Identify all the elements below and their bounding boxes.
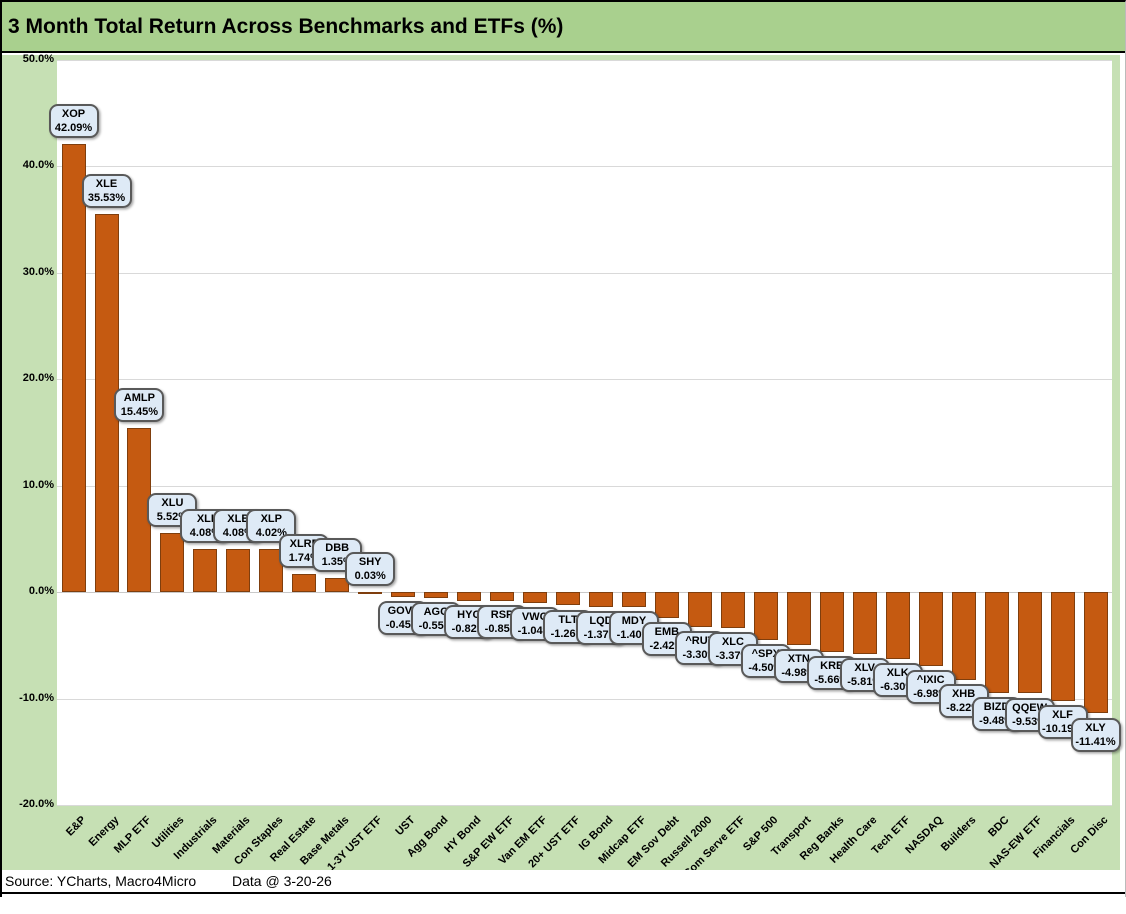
bar-callout-XLY: XLY -11.41%	[1070, 717, 1121, 752]
callout-value: 4.02%	[255, 527, 287, 540]
bar-XLK	[885, 592, 910, 660]
y-axis-tick: -20.0%	[19, 798, 54, 810]
bar-callout-AMLP: AMLP 15.45%	[114, 387, 165, 422]
callout-ticker: XLP	[260, 513, 282, 526]
y-axis-tick: 30.0%	[22, 265, 54, 278]
y-axis-tick: 20.0%	[22, 372, 54, 385]
callout-value: 15.45%	[120, 405, 159, 418]
callout-ticker: XLRE	[289, 537, 319, 550]
callout-value: 1.35%	[321, 555, 353, 568]
callout-ticker: XLB	[227, 512, 250, 525]
callout-ticker: BIZD	[983, 701, 1010, 713]
bar-XHB	[951, 592, 976, 680]
callout-ticker: KRE	[820, 660, 844, 673]
bar-XTN	[786, 592, 811, 646]
callout-ticker: EMB	[654, 625, 680, 638]
callout-ticker: XLK	[886, 667, 909, 680]
callout-ticker: AGG	[423, 606, 449, 618]
bar-^RUT	[687, 592, 712, 628]
bar-XLU	[160, 533, 185, 593]
bar-EMB	[654, 592, 679, 618]
callout-value: 1.74%	[288, 551, 320, 564]
callout-ticker: SHY	[358, 555, 382, 568]
bar-LQD	[589, 592, 613, 607]
bar-AGG	[424, 592, 449, 598]
chart-canvas: 50.0% 40.0% 30.0% 20.0% 10.0% 0.0% -10.0% -20.0…	[2, 53, 1125, 880]
bar-callout-SHY: SHY 0.03%	[345, 551, 396, 586]
y-axis-tick: 10.0%	[22, 478, 54, 491]
gridline	[57, 485, 1112, 487]
data-date-text: Data @ 3-20-26	[232, 873, 332, 889]
bar-KRE	[819, 592, 844, 653]
bar-HYG	[457, 592, 482, 601]
gridline	[57, 60, 1112, 61]
callout-value: 5.52%	[156, 511, 188, 524]
y-axis-tick: -10.0%	[19, 691, 54, 704]
callout-ticker: XLC	[721, 636, 744, 648]
callout-ticker: XLU	[161, 497, 184, 510]
callout-ticker: AMLP	[123, 391, 155, 404]
callout-ticker: XLI	[196, 512, 214, 525]
callout-ticker: XLV	[854, 662, 875, 674]
callout-ticker: XOP	[61, 108, 86, 121]
bar-QQEW	[1017, 592, 1042, 694]
bar-VWO	[523, 592, 547, 604]
bar-SHY	[358, 591, 383, 594]
bar-XOP	[61, 144, 86, 593]
gridline	[57, 805, 1112, 806]
gridline	[57, 166, 1112, 168]
bar-^SPX	[753, 592, 778, 640]
callout-ticker: XLY	[1085, 721, 1106, 734]
callout-ticker: HYG	[457, 608, 482, 621]
bar-XLRE	[292, 573, 317, 593]
y-axis-tick: 0.0%	[28, 585, 54, 598]
bar-BIZD	[984, 592, 1009, 693]
bar-callout-XLE: XLE 35.53%	[81, 174, 132, 208]
callout-ticker: XHB	[951, 687, 976, 700]
bar-XLY	[1083, 592, 1108, 714]
callout-ticker: MDY	[621, 615, 647, 627]
bar-GOVT	[391, 592, 416, 597]
bar-XLC	[720, 592, 745, 628]
gridline	[57, 698, 1112, 700]
callout-ticker: ^IXIC	[916, 674, 945, 687]
right-gutter	[1120, 55, 1125, 870]
callout-ticker: XTN	[787, 653, 810, 666]
callout-value: 0.03%	[354, 569, 386, 582]
callout-value: -11.41%	[1075, 735, 1116, 748]
callout-ticker: LQD	[589, 614, 613, 627]
gridline	[57, 592, 1112, 594]
source-note: Source: YCharts, Macro4Micro Data @ 3-20…	[2, 870, 1125, 894]
callout-ticker: RSP	[490, 609, 514, 622]
callout-value: 42.09%	[54, 122, 93, 135]
bar-DBB	[325, 577, 350, 593]
bar-XLI	[193, 548, 218, 593]
bar-^IXIC	[918, 592, 943, 667]
callout-ticker: ^RUT	[685, 635, 715, 648]
bar-XLV	[852, 592, 877, 654]
callout-value: 4.08%	[222, 526, 254, 539]
bar-XLF	[1050, 592, 1075, 701]
callout-ticker: ^SPX	[751, 648, 781, 660]
callout-ticker: GOVT	[387, 604, 419, 617]
bar-callout-XOP: XOP 42.09%	[48, 104, 99, 139]
callout-value: 4.08%	[189, 526, 221, 539]
source-text: Source: YCharts, Macro4Micro	[5, 873, 197, 889]
gridline	[57, 272, 1112, 274]
callout-value: 35.53%	[87, 192, 126, 204]
bar-TLT	[556, 592, 580, 606]
gridline	[57, 379, 1112, 381]
callout-ticker: DBB	[325, 541, 350, 554]
y-axis-tick: 40.0%	[22, 159, 54, 172]
bar-MDY	[622, 592, 646, 607]
callout-ticker: XLF	[1052, 708, 1073, 721]
callout-ticker: VWO	[521, 611, 549, 624]
bar-XLB	[226, 548, 251, 593]
callout-ticker: XLE	[95, 178, 118, 190]
y-axis-tick: 50.0%	[22, 53, 54, 65]
callout-ticker: TLT	[558, 613, 578, 626]
chart-title: 3 Month Total Return Across Benchmarks a…	[2, 2, 1125, 53]
bar-RSP	[490, 592, 515, 602]
